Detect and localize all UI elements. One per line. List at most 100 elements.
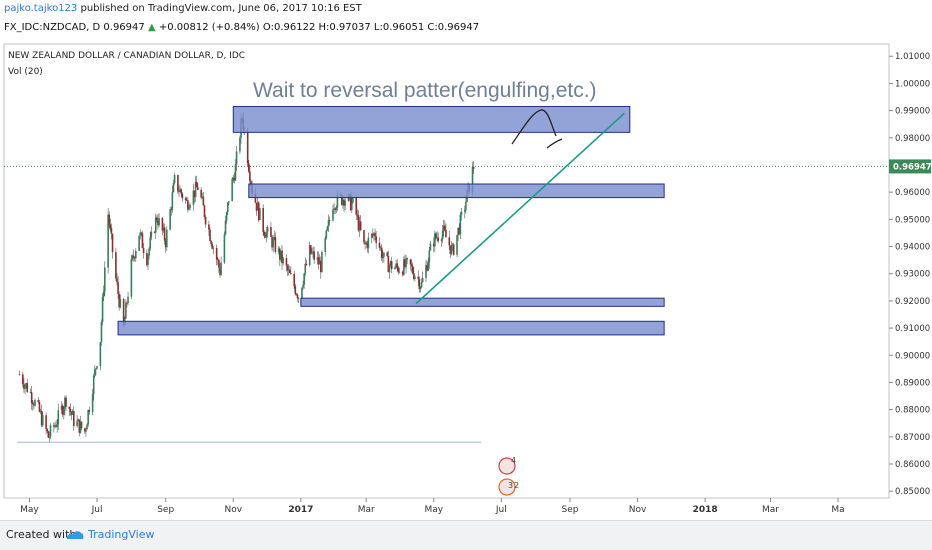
candle-body xyxy=(372,233,374,236)
candle-body xyxy=(452,244,455,255)
candle-body xyxy=(234,164,237,181)
candle-body xyxy=(335,207,338,211)
candle-body xyxy=(88,410,91,412)
price-chart[interactable]: 1.010001.000000.990000.980000.970000.960… xyxy=(0,38,932,518)
candle-body xyxy=(465,202,467,210)
candle-body xyxy=(456,235,458,255)
candle-body xyxy=(208,224,210,230)
candle-body xyxy=(45,415,47,430)
candle-body xyxy=(444,225,446,231)
candle-body xyxy=(224,220,227,235)
candle-body xyxy=(132,255,135,258)
candle-body xyxy=(472,166,475,169)
candle-body xyxy=(429,243,432,251)
candle-body xyxy=(410,264,413,267)
candle-body xyxy=(110,227,113,234)
tradingview-link[interactable]: TradingView xyxy=(88,528,155,541)
x-tick-label: May xyxy=(20,505,39,515)
candle-body xyxy=(440,239,443,241)
candle-body xyxy=(209,229,211,241)
candle-body xyxy=(406,258,408,260)
y-tick-label: 0.96000 xyxy=(895,188,930,198)
y-tick-label: 1.01000 xyxy=(895,52,930,62)
candle-body xyxy=(341,194,343,205)
candles xyxy=(18,112,475,443)
candle-body xyxy=(343,199,345,206)
candle-body xyxy=(373,233,375,236)
candle-body xyxy=(428,250,431,263)
candle-body xyxy=(411,266,414,274)
x-axis: May Jul Sep Nov 2017 Mar May Jul Sep Nov 2018 Mar Ma xyxy=(20,498,845,515)
candle-body xyxy=(363,230,365,243)
candle-body xyxy=(115,252,117,279)
candle-body xyxy=(418,279,421,290)
candle-body xyxy=(432,243,435,247)
candle-body xyxy=(225,212,228,221)
candle-body xyxy=(451,244,454,246)
candle-body xyxy=(328,220,331,221)
candle-body xyxy=(78,419,81,433)
candle-body xyxy=(226,202,229,213)
x-tick-label: Sep xyxy=(157,505,174,515)
price-zone xyxy=(232,106,631,133)
candle-body xyxy=(321,251,323,273)
y-tick-label: 0.92000 xyxy=(895,297,930,307)
y-tick-label: 0.85000 xyxy=(895,487,930,497)
candle-body xyxy=(194,181,197,198)
candle-body xyxy=(77,419,80,422)
candle-body xyxy=(141,233,144,248)
candle-body xyxy=(92,375,95,395)
candle-body xyxy=(203,205,206,217)
candle-body xyxy=(401,271,404,275)
candle-body xyxy=(29,391,32,393)
candle-body xyxy=(336,194,339,208)
volume-indicator: Vol (20) xyxy=(8,67,43,77)
x-tick-label: Mar xyxy=(762,505,779,515)
candle-body xyxy=(172,182,175,193)
candle-body xyxy=(395,263,397,268)
up-arrow-icon: ▲ xyxy=(147,22,156,33)
candle-body xyxy=(379,247,382,249)
author-link[interactable]: pajko.tajko123 xyxy=(4,3,78,14)
candle-body xyxy=(231,178,233,202)
candle-body xyxy=(272,238,274,248)
candle-body xyxy=(266,227,269,232)
y-tick-label: 0.89000 xyxy=(895,378,930,388)
candle-body xyxy=(271,236,273,248)
candle-body xyxy=(49,425,52,437)
candle-body xyxy=(344,200,346,206)
candle-body xyxy=(388,265,391,273)
candle-body xyxy=(297,298,300,299)
candle-body xyxy=(24,385,26,389)
candle-body xyxy=(254,193,257,203)
candle-body xyxy=(119,299,122,308)
candle-body xyxy=(274,237,277,252)
candle-body xyxy=(34,400,36,406)
event-icon[interactable]: 4 3 2 xyxy=(498,456,519,496)
candle-body xyxy=(350,202,353,211)
candle-body xyxy=(367,237,370,249)
candle-body xyxy=(303,273,305,285)
candle-body xyxy=(458,227,461,235)
y-tick-label: 0.87000 xyxy=(895,433,930,443)
tradingview-logo-icon xyxy=(67,531,84,539)
y-tick-label: 0.99000 xyxy=(895,107,930,117)
candle-body xyxy=(301,287,303,299)
candle-body xyxy=(471,166,474,193)
candle-body xyxy=(118,294,120,308)
candle-body xyxy=(181,193,184,199)
candle-body xyxy=(228,201,230,203)
candle-body xyxy=(312,251,314,253)
candle-body xyxy=(387,256,390,273)
candle-body xyxy=(332,209,334,221)
candle-body xyxy=(109,224,112,228)
candle-body xyxy=(220,262,222,275)
candle-body xyxy=(374,233,376,237)
candle-body xyxy=(80,421,83,429)
candle-body xyxy=(294,286,297,294)
candle-body xyxy=(357,215,360,231)
candle-body xyxy=(279,248,281,260)
candle-body xyxy=(319,260,322,273)
candle-body xyxy=(460,211,463,215)
candle-body xyxy=(288,269,291,274)
